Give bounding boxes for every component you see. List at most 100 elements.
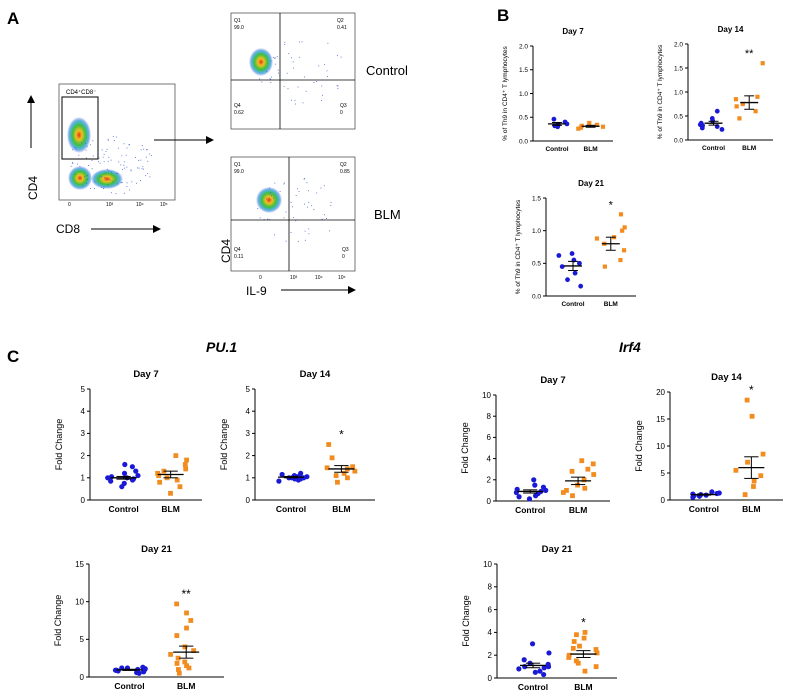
control-point — [526, 496, 533, 502]
chart-title: Day 14 — [300, 369, 331, 380]
flow-event-dot — [115, 193, 117, 195]
chart-irf4_d21: 0 2 4 6 8 10 Day 21 Fold Change Control BLM * — [461, 544, 617, 692]
flow-event-dot — [308, 201, 310, 203]
chart-title: Day 21 — [141, 544, 172, 555]
blm-point — [744, 397, 750, 403]
flow-event-dot — [126, 166, 128, 168]
y-tick-label: 0.5 — [674, 113, 683, 120]
x-tick-label: Control — [689, 504, 719, 514]
flow-blm-il9-plot: Q1 99.0 Q2 0.85 Q4 0.11 Q3 0 — [230, 156, 356, 272]
flow-event-dot — [107, 160, 109, 162]
flow-event-dot — [99, 162, 101, 164]
y-tick-label: 0.5 — [532, 261, 541, 268]
chart-pu1_d7: 0 1 2 3 4 5 Day 7 Fold Change Control BLM — [54, 369, 202, 514]
control-point — [569, 251, 575, 256]
y-tick-label: 0 — [81, 496, 86, 505]
flow-event-dot — [124, 161, 126, 163]
control-point — [133, 468, 139, 474]
control-q3-label: Q3 — [340, 103, 347, 109]
flow-event-dot — [283, 86, 285, 88]
flow-event-dot — [308, 228, 310, 230]
flow-event-dot — [72, 149, 74, 151]
blm-point — [560, 490, 566, 495]
blm-point — [593, 664, 599, 669]
flow-event-dot — [145, 149, 147, 151]
y-tick-label: 1.0 — [532, 228, 541, 235]
y-tick-label: 1 — [81, 474, 86, 483]
blm-point — [352, 468, 358, 474]
flow-event-dot — [294, 103, 296, 105]
blm-point — [582, 485, 588, 491]
control-point — [559, 264, 565, 269]
y-tick-label: 4 — [81, 407, 86, 416]
blm-point — [564, 488, 569, 493]
y-tick-label: 0.5 — [519, 115, 528, 122]
flow-event-dot — [81, 142, 83, 144]
flow-control-il9-plot: Q1 99.0 Q2 0.41 Q4 0.62 Q3 0 — [230, 12, 356, 130]
y-axis-label: Fold Change — [219, 419, 229, 471]
flow-event-dot — [131, 181, 133, 183]
blm-point — [174, 601, 180, 607]
panel-label-a: A — [7, 9, 19, 28]
flow-event-dot — [276, 56, 278, 58]
blm-point — [345, 475, 350, 481]
flow-event-dot — [149, 153, 151, 155]
flow-event-dot — [337, 88, 339, 90]
blm-point — [745, 459, 750, 465]
flow-event-dot — [324, 214, 326, 216]
blm-point — [574, 632, 579, 638]
flow-event-dot — [269, 187, 271, 189]
flow-event-dot — [126, 182, 128, 184]
flow-event-dot — [340, 56, 342, 58]
control-cd4-population — [249, 48, 273, 76]
flow-event-dot — [269, 78, 271, 80]
flow-event-dot — [118, 161, 120, 163]
flow-event-dot — [116, 183, 118, 185]
flow-event-dot — [120, 182, 122, 184]
flow-event-dot — [97, 161, 99, 163]
flow-event-dot — [337, 85, 339, 87]
flow-event-dot — [91, 160, 93, 162]
control-point — [304, 474, 310, 480]
flow-event-dot — [84, 176, 86, 178]
y-tick-label: 6 — [488, 605, 493, 614]
blm-point — [578, 125, 583, 130]
flow-event-dot — [301, 41, 303, 43]
y-tick-label: 1.0 — [519, 91, 528, 98]
blm-q3-label: Q3 — [342, 247, 349, 253]
y-axis-label: Fold Change — [461, 595, 471, 647]
chart-title: Day 14 — [711, 372, 742, 383]
chart-b_d21: 0.0 0.5 1.0 1.5 Day 21 % of Th9 in CD4⁺ T lym… — [515, 179, 636, 308]
flow-event-dot — [99, 176, 101, 178]
flow-event-dot — [130, 170, 132, 172]
flow-event-dot — [324, 63, 326, 65]
blm-point — [341, 470, 347, 476]
flow-event-dot — [113, 139, 115, 141]
y-tick-label: 2 — [487, 476, 492, 485]
flow-event-dot — [270, 82, 272, 84]
control-point — [135, 472, 141, 479]
y-tick-label: 8 — [487, 412, 492, 421]
blm-point — [577, 643, 582, 649]
flow-event-dot — [307, 206, 309, 208]
flow-event-dot — [107, 138, 109, 140]
flow-event-dot — [290, 232, 292, 234]
flow-event-dot — [102, 156, 104, 158]
blm-point — [749, 413, 755, 419]
blm-point — [734, 104, 739, 109]
flow-event-dot — [140, 179, 142, 181]
tick-1b: 10³ — [290, 275, 298, 281]
control-q2-label: Q2 — [337, 18, 344, 24]
control-point — [521, 657, 527, 663]
flow-event-dot — [94, 181, 96, 183]
flow-event-dot — [141, 168, 143, 170]
flow-event-dot — [290, 201, 292, 203]
flow-event-dot — [323, 185, 325, 187]
blm-q1-value: 99.0 — [234, 169, 244, 175]
y-tick-label: 6 — [487, 433, 492, 442]
blm-q3-value: 0 — [342, 254, 345, 260]
condition-blm-label: BLM — [374, 207, 401, 222]
flow-event-dot — [70, 165, 72, 167]
y-tick-label: 1 — [246, 474, 251, 483]
y-tick-label: 8 — [488, 583, 493, 592]
